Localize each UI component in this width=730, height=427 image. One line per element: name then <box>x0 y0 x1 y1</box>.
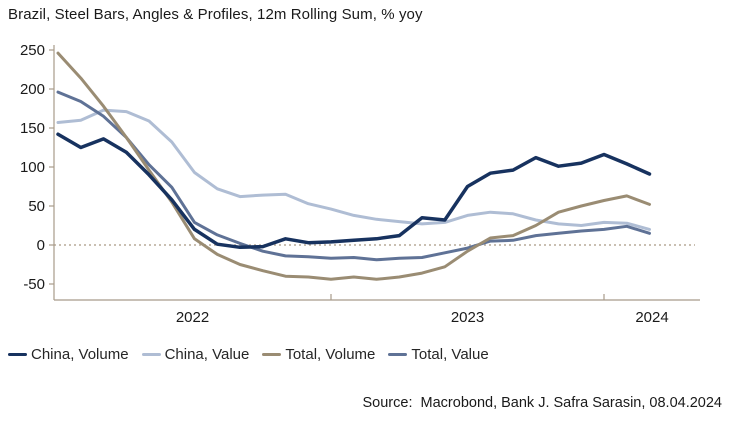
chart-legend: China, Volume China, Value Total, Volume To… <box>8 346 502 363</box>
legend-label-total-value: Total, Value <box>411 346 489 363</box>
chart-title: Brazil, Steel Bars, Angles & Profiles, 1… <box>8 6 423 23</box>
series-line-china-value <box>56 108 651 231</box>
legend-item-total-volume: Total, Volume <box>262 346 375 363</box>
chart-canvas: 250 200 150 100 50 0 -50 2022 2023 2024 <box>20 42 700 326</box>
legend-item-china-volume: China, Volume <box>8 346 129 363</box>
legend-swatch-total-value <box>388 352 408 357</box>
y-tick-label: 150 <box>20 120 45 137</box>
y-tick-label: 50 <box>28 198 45 215</box>
legend-label-total-volume: Total, Volume <box>285 346 376 363</box>
series-line-total-value <box>56 90 651 262</box>
legend-item-total-value: Total, Value <box>388 346 489 363</box>
x-tick-label-2023: 2023 <box>451 309 484 326</box>
legend-swatch-total-volume <box>262 352 282 357</box>
y-tick-label: 250 <box>20 42 45 59</box>
x-tick-label-2024: 2024 <box>635 309 668 326</box>
y-tick-label: -50 <box>23 276 45 293</box>
legend-item-china-value: China, Value <box>141 346 250 363</box>
series-line-china-volume <box>56 132 652 250</box>
legend-label-china-value: China, Value <box>164 346 250 363</box>
y-tick-label: 100 <box>20 159 45 176</box>
legend-swatch-china-value <box>141 352 161 357</box>
legend-swatch-china-volume <box>8 352 27 357</box>
legend-label-china-volume: China, Volume <box>31 346 129 363</box>
y-tick-label: 0 <box>37 237 45 254</box>
source-attribution: Source: Macrobond, Bank J. Safra Sarasin… <box>362 395 723 411</box>
y-tick-label: 200 <box>20 81 45 98</box>
x-tick-label-2022: 2022 <box>176 309 209 326</box>
